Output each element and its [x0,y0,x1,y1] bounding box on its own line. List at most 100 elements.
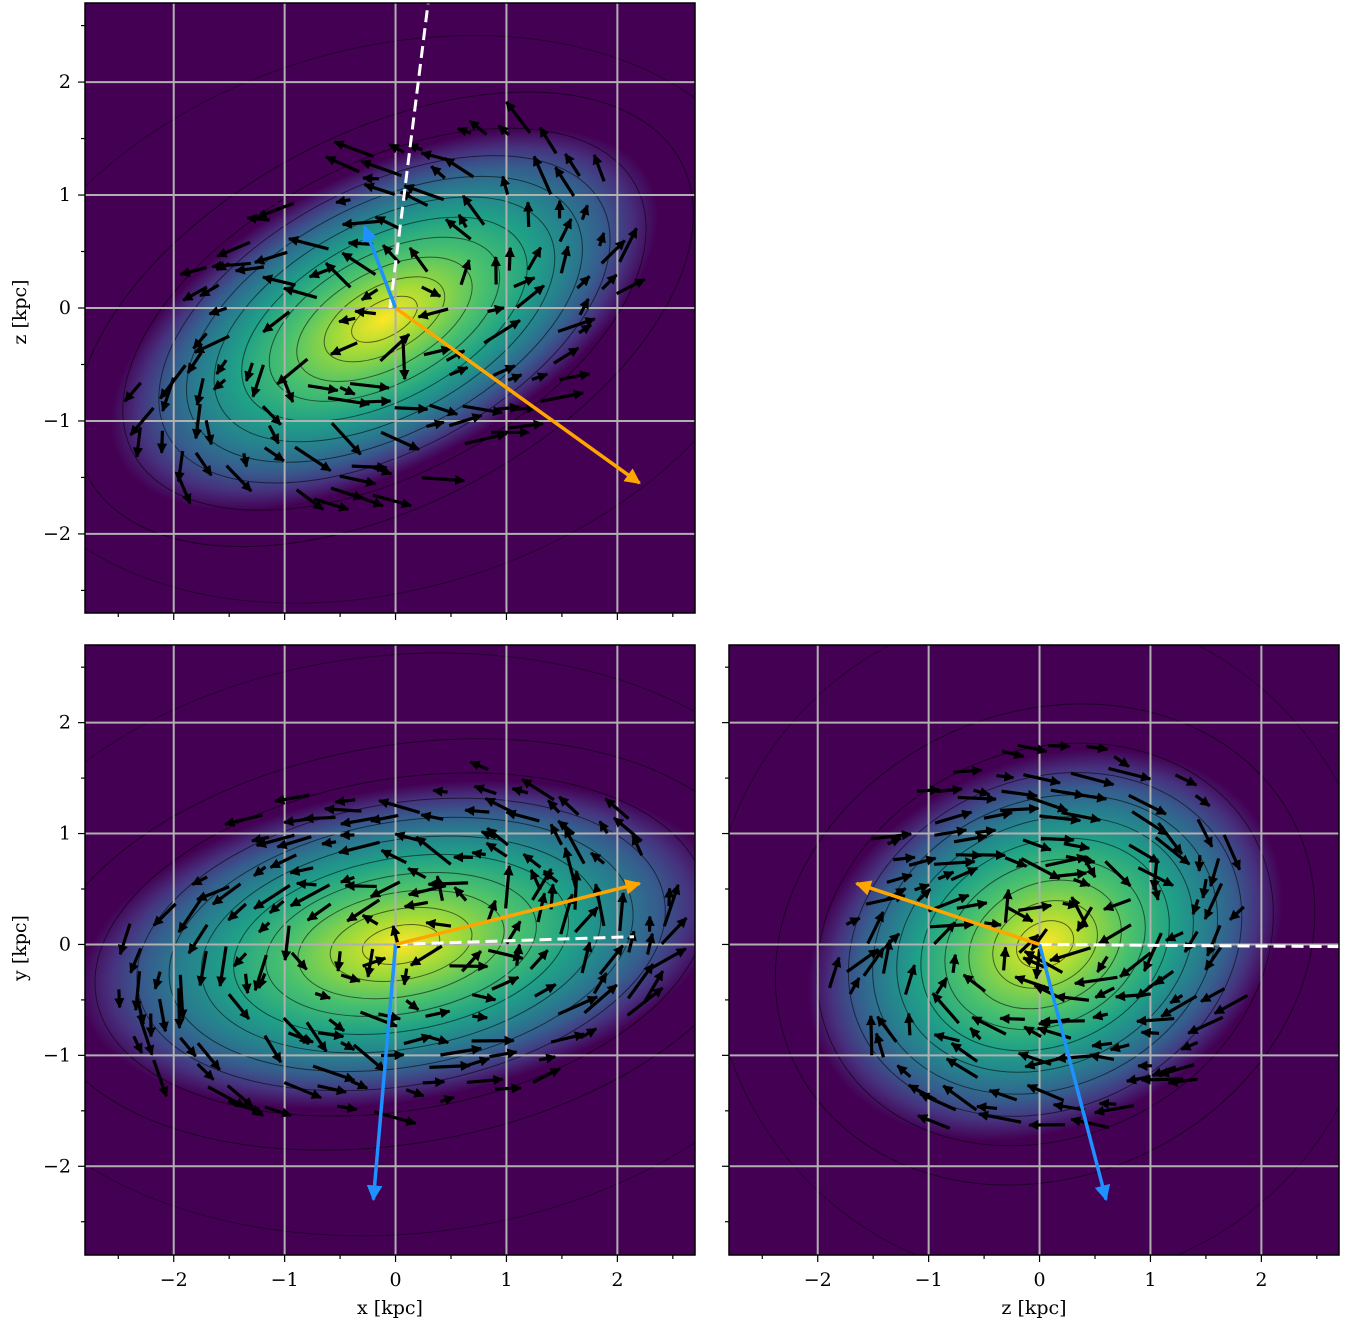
velocity-vector [295,878,317,890]
contour [85,34,695,604]
velocity-vector [662,883,681,927]
velocity-vector [427,878,469,890]
velocity-vector [1018,901,1053,912]
velocity-vector [263,446,285,463]
velocity-vector [261,405,282,426]
velocity-vector [497,124,510,137]
x-tick-label: 2 [1255,1269,1267,1291]
plot-area-xz [85,3,695,613]
velocity-vector [339,474,377,487]
xz-ylabel: z [kpc] [9,279,31,344]
velocity-vector [196,885,230,902]
velocity-vector [532,155,553,195]
velocity-vector [179,1036,197,1058]
contour [85,91,694,548]
velocity-vector [601,273,618,291]
velocity-vector [1093,1103,1134,1117]
velocity-vector [550,1031,585,1044]
velocity-vector [579,204,590,221]
velocity-vector [848,977,861,995]
velocity-vector [464,430,508,446]
velocity-vector [1135,1015,1175,1026]
velocity-vector [227,993,251,1020]
velocity-vector [592,883,606,927]
velocity-vector [132,1035,144,1054]
velocity-vector [317,1030,345,1041]
velocity-vector [194,377,205,407]
ticks-zy: −2 −1 0 1 2 [722,666,1318,1291]
velocity-vector [351,462,388,473]
velocity-vector [999,1013,1025,1024]
velocity-vector [546,799,561,814]
xy-ylabel: y [kpc] [9,915,31,982]
velocity-vector [996,771,1015,782]
velocity-vector [896,1064,912,1079]
velocity-vector [559,370,591,382]
velocity-vector [494,1083,522,1094]
velocity-vector [1017,743,1048,755]
velocity-vector [264,1105,292,1118]
velocity-vector [312,1064,356,1083]
velocity-vector [456,126,472,137]
velocity-vector [421,474,466,486]
velocity-vector [559,245,571,274]
velocity-vector [1085,743,1109,754]
y-tick-label: 2 [59,712,71,734]
x-tick-label: 0 [389,1269,401,1291]
vector-field-xy [114,760,688,1126]
velocity-vector [1004,856,1028,868]
velocity-vector [268,899,285,915]
velocity-vector [196,1042,221,1071]
velocity-vector [314,990,332,1001]
velocity-vector [1183,930,1199,953]
velocity-vector [129,947,143,974]
velocity-vector [440,1044,483,1057]
plot-area-xy [85,645,695,1255]
velocity-vector [554,166,576,197]
velocity-vector [423,345,452,357]
velocity-vector [1023,773,1061,786]
velocity-vector [1165,931,1184,942]
frame-zy [728,644,1340,1256]
velocity-vector [626,986,664,1017]
velocity-vector [399,339,410,381]
velocity-vector [378,798,421,815]
velocity-vector [1213,994,1249,1015]
velocity-vector [131,971,142,1012]
velocity-vector [472,1011,489,1022]
contour [992,900,1098,989]
velocity-vector [473,784,497,796]
blue-axis-arrow [1037,944,1111,1202]
velocity-vector [971,1015,1007,1036]
velocity-vector [562,846,578,888]
velocity-vector [421,285,442,298]
x-tick-label: 1 [1144,1269,1156,1291]
velocity-vector [1026,795,1069,813]
velocity-vector [579,1027,598,1040]
velocity-vector [553,346,580,365]
velocity-vector [1048,740,1071,752]
velocity-vector [664,887,675,907]
velocity-vector [341,251,377,276]
velocity-vector [227,902,248,922]
velocity-vector [425,918,452,930]
velocity-vector [1140,1027,1160,1038]
velocity-vector [646,947,687,972]
velocity-vector [216,240,251,258]
velocity-vector [492,364,516,377]
velocity-vector [573,906,599,934]
velocity-vector [1018,933,1040,954]
velocity-vector [290,951,308,971]
velocity-vector [505,809,540,823]
velocity-vector [507,419,544,430]
velocity-vector [305,1021,328,1053]
velocity-vector [317,1084,348,1096]
velocity-vector [462,404,504,417]
velocity-vector [321,837,337,848]
velocity-vector [196,950,208,987]
velocity-vector [405,999,420,1012]
velocity-vector [1205,924,1222,957]
y-tick-label: −1 [43,1044,71,1066]
velocity-vector [360,396,392,407]
velocity-vector [1054,992,1090,1003]
